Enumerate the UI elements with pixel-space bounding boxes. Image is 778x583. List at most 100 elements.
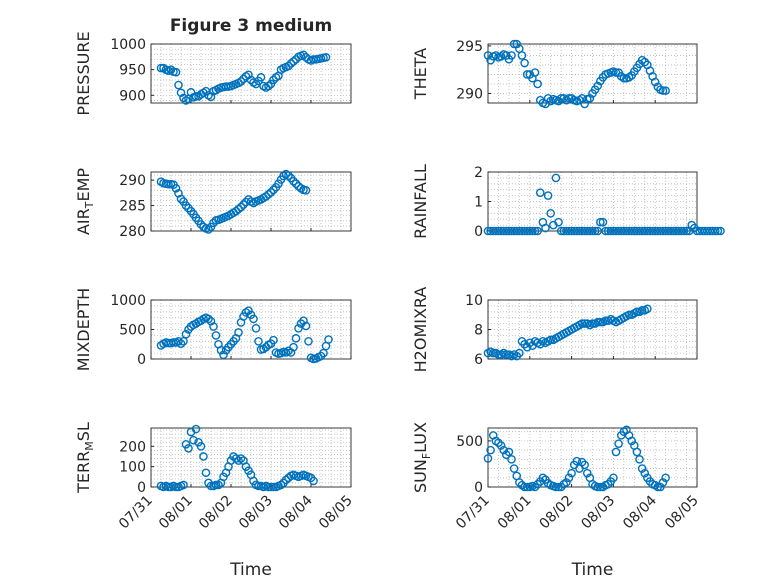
x-tick-label: 07/31: [116, 493, 156, 533]
data-point: [181, 201, 191, 210]
data-point: [533, 226, 542, 236]
data-point: [483, 454, 493, 463]
y-axis-label: SUNFLUX: [411, 422, 433, 493]
data-point: [189, 435, 198, 445]
data-point: [179, 480, 188, 490]
y-tick-label: 6: [474, 352, 483, 368]
data-point: [504, 447, 514, 457]
data-point: [515, 348, 524, 358]
data-point: [301, 186, 311, 195]
data-point: [632, 447, 642, 457]
data-point: [156, 63, 166, 73]
data-point: [291, 334, 301, 343]
subplot-left-2: 280 285 290 AIRTEMP: [74, 168, 352, 240]
data-point: [244, 70, 253, 80]
data-point: [656, 482, 665, 492]
data-point: [533, 479, 542, 489]
y-axis-label: PRESSURE: [74, 31, 93, 115]
y-axis-label: AIRTEMP: [74, 168, 96, 235]
subplot-right-3: 6 8 10 H2OMIXRA: [411, 287, 698, 373]
y-tick-label: 8: [474, 323, 483, 339]
data-point: [164, 179, 173, 189]
x-tick-label: 08/04: [620, 492, 660, 532]
x-tick-label: 08/03: [236, 493, 276, 533]
data-point: [191, 424, 201, 434]
data-point: [551, 482, 561, 492]
data-point: [181, 329, 191, 339]
x-tick-label: 07/31: [453, 493, 493, 533]
data-point: [509, 464, 519, 473]
data-point: [299, 316, 308, 325]
y-tick-label: 200: [119, 439, 146, 455]
data-point: [176, 194, 186, 204]
data-point: [562, 478, 571, 487]
data-point: [512, 39, 522, 49]
data-point: [596, 217, 605, 227]
data-point: [206, 316, 216, 326]
data-point: [494, 438, 503, 448]
data-point: [609, 473, 618, 483]
y-axis-label: THETA: [411, 48, 430, 100]
data-point: [564, 473, 574, 483]
data-point: [231, 206, 241, 216]
data-point: [546, 208, 556, 218]
data-point: [635, 455, 644, 464]
data-point: [171, 482, 181, 492]
y-tick-label: 10: [465, 293, 483, 309]
data-point: [236, 77, 246, 86]
data-point: [291, 179, 301, 188]
y-tick-label: 1: [474, 195, 483, 211]
data-point: [279, 171, 288, 181]
data-point: [264, 81, 273, 91]
x-tick-label: 08/05: [662, 493, 702, 533]
y-tick-label: 500: [456, 434, 483, 450]
data-point: [603, 479, 613, 489]
data-point: [507, 51, 516, 60]
data-point: [682, 226, 691, 236]
y-tick-label: 900: [119, 88, 146, 104]
data-point: [269, 482, 278, 492]
data-point: [184, 444, 193, 453]
y-tick-label: 0: [137, 480, 146, 496]
minor-grid: [487, 171, 698, 232]
data-point: [509, 39, 519, 49]
data-point: [661, 86, 670, 95]
data-point: [261, 192, 271, 201]
data-point: [530, 68, 540, 77]
data-point: [236, 202, 246, 212]
axes-box: [150, 43, 352, 104]
x-axis-label: Time: [229, 560, 272, 580]
data-point: [171, 67, 181, 77]
data-point: [264, 190, 273, 199]
data-point: [204, 225, 213, 234]
data-point: [520, 58, 529, 68]
axes-box: [487, 43, 698, 104]
data-point: [496, 441, 506, 450]
data-point: [196, 442, 206, 451]
data-point: [199, 452, 208, 461]
data-point: [637, 464, 647, 473]
data-point: [530, 226, 540, 236]
data-point: [572, 456, 582, 466]
subplot-right-2: 0 1 2 RAINFALL: [411, 164, 725, 240]
data-point: [236, 454, 246, 463]
data-point: [286, 59, 296, 68]
data-point: [219, 350, 228, 360]
x-tick-label: 08/01: [495, 493, 535, 533]
data-point: [517, 51, 527, 60]
data-point: [186, 87, 196, 97]
data-point: [614, 439, 623, 448]
data-point: [582, 468, 592, 478]
data-point: [640, 468, 650, 478]
data-point: [679, 226, 689, 236]
data-point: [176, 88, 186, 98]
data-point: [567, 468, 576, 478]
data-point: [501, 450, 511, 460]
data-point: [650, 77, 660, 87]
y-axis-label: H2OMIXRA: [411, 287, 430, 373]
data-point: [520, 482, 529, 492]
x-tick-label: 08/02: [196, 493, 236, 533]
data-point: [551, 173, 561, 183]
data-point: [661, 473, 670, 483]
x-tick-label: 08/04: [276, 492, 316, 532]
